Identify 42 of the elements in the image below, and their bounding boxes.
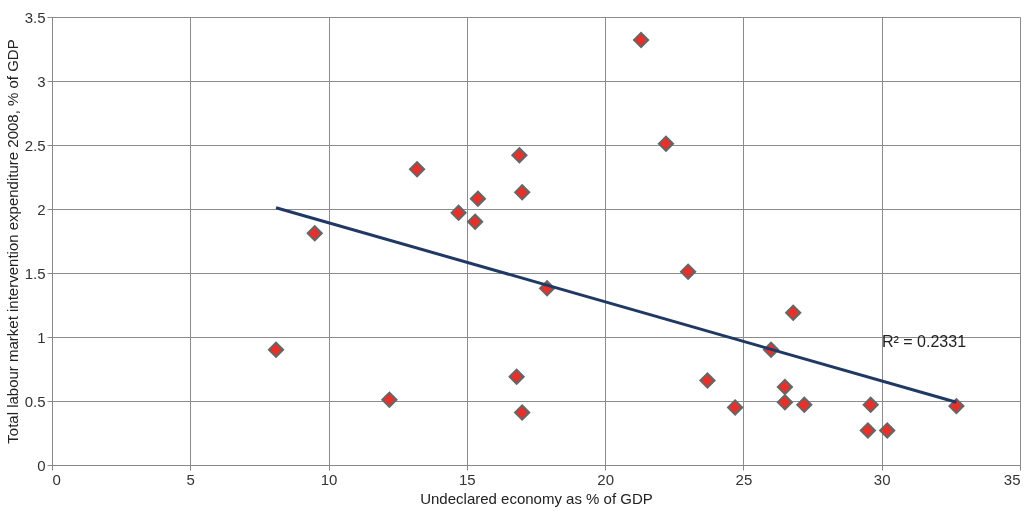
x-tick-label: 25 bbox=[735, 470, 753, 488]
point bbox=[680, 263, 697, 280]
point bbox=[306, 225, 323, 242]
x-tick-label: 0 bbox=[52, 470, 61, 488]
point bbox=[514, 184, 531, 201]
point bbox=[511, 147, 528, 164]
point bbox=[796, 396, 813, 413]
x-tick-label: 5 bbox=[186, 470, 195, 488]
point bbox=[469, 190, 486, 207]
point bbox=[859, 422, 876, 439]
point bbox=[450, 204, 467, 221]
x-tick-label: 15 bbox=[459, 470, 476, 488]
point bbox=[508, 368, 525, 385]
point bbox=[633, 31, 650, 49]
point bbox=[381, 391, 398, 408]
point bbox=[267, 341, 285, 358]
y-tick-label: 1 bbox=[37, 328, 46, 346]
y-tick-label: 3.5 bbox=[24, 8, 46, 26]
point bbox=[409, 161, 426, 178]
point bbox=[467, 213, 484, 230]
annotation: R² = 0.2331 bbox=[882, 333, 967, 350]
point bbox=[776, 378, 793, 395]
point bbox=[862, 396, 879, 413]
y-tick-label: 2.5 bbox=[24, 136, 46, 154]
point bbox=[699, 372, 716, 389]
y-tick-label: 0 bbox=[37, 456, 46, 474]
y-tick-label: 3 bbox=[37, 72, 46, 90]
point bbox=[657, 135, 675, 152]
point bbox=[879, 422, 896, 439]
y-tick-label: 2 bbox=[37, 200, 46, 218]
y-tick-label: 0.5 bbox=[24, 392, 46, 410]
x-tick-label: 20 bbox=[597, 470, 614, 488]
point bbox=[785, 304, 802, 321]
point bbox=[727, 399, 744, 416]
x-tick-label: 30 bbox=[873, 470, 891, 488]
x-tick-label: 10 bbox=[320, 470, 338, 488]
y-tick-label: 1.5 bbox=[24, 264, 46, 282]
x-tick-label: 35 bbox=[1003, 470, 1021, 488]
point bbox=[776, 394, 793, 411]
x-axis-title: Undeclared economy as % of GDP bbox=[420, 489, 653, 507]
point bbox=[514, 404, 531, 421]
y-axis-title: Total labour market intervention expenditure 2008, % of GDP bbox=[3, 39, 21, 444]
